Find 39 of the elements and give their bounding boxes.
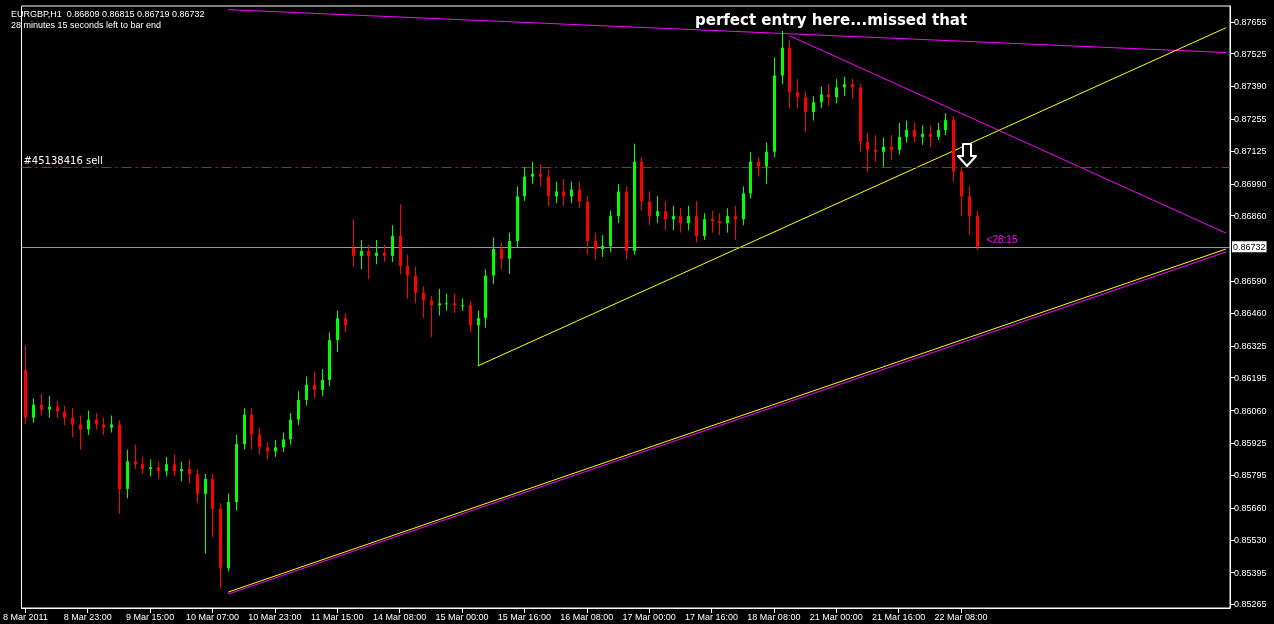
y-tick-label: 0.85395 [1234, 567, 1267, 578]
x-tick-label: 8 Mar 2011 [2, 611, 48, 622]
y-tick-label: 0.86990 [1234, 178, 1267, 189]
y-tick-label: 0.87655 [1234, 16, 1267, 27]
x-tick-label: 15 Mar 16:00 [497, 611, 551, 622]
y-tick-label: 0.86325 [1234, 341, 1267, 351]
annotation: <28:15 [986, 234, 1018, 246]
ref-line-label: #45138416 sell [23, 155, 103, 167]
x-tick-label: 14 Mar 08:00 [373, 611, 427, 622]
y-tick-label: 0.85795 [1234, 470, 1267, 481]
x-tick-label: 10 Mar 23:00 [248, 611, 302, 622]
x-tick-label: 17 Mar 16:00 [684, 611, 739, 622]
y-tick-label: 0.85925 [1234, 438, 1267, 449]
y-tick-label: 0.86860 [1234, 210, 1267, 221]
x-tick-label: 9 Mar 15:00 [126, 611, 175, 622]
y-tick-label: 0.85265 [1234, 599, 1267, 610]
y-tick-label: 0.87255 [1234, 114, 1267, 125]
y-tick-label: 0.87390 [1234, 81, 1267, 92]
x-tick-label: 8 Mar 23:00 [63, 611, 112, 622]
y-tick-label: 0.85530 [1234, 534, 1267, 545]
x-tick-label: 16 Mar 08:00 [560, 611, 614, 622]
x-tick-label: 17 Mar 00:00 [622, 611, 676, 622]
y-tick-label: 0.86060 [1234, 405, 1267, 416]
x-tick-label: 15 Mar 00:00 [435, 611, 489, 622]
y-tick-label: 0.87125 [1234, 146, 1267, 157]
y-tick-label: 0.87525 [1234, 48, 1267, 59]
ref-line-label: 0.86732 [1233, 241, 1266, 252]
x-tick-label: 18 Mar 08:00 [747, 611, 801, 622]
y-tick-label: 0.86590 [1234, 276, 1267, 287]
x-tick-label: 11 Mar 15:00 [311, 611, 364, 622]
y-tick-label: 0.85660 [1234, 503, 1267, 514]
x-tick-label: 22 Mar 08:00 [934, 611, 988, 622]
text: 28 minutes 15 seconds left to bar end [11, 19, 162, 30]
y-tick-label: 0.86460 [1234, 308, 1267, 319]
x-tick-label: 21 Mar 00:00 [809, 611, 863, 622]
x-tick-label: 21 Mar 16:00 [872, 611, 926, 622]
annotation: perfect entry here...missed that [695, 10, 968, 29]
x-tick-label: 10 Mar 07:00 [185, 611, 240, 622]
y-tick-label: 0.86195 [1234, 372, 1267, 383]
